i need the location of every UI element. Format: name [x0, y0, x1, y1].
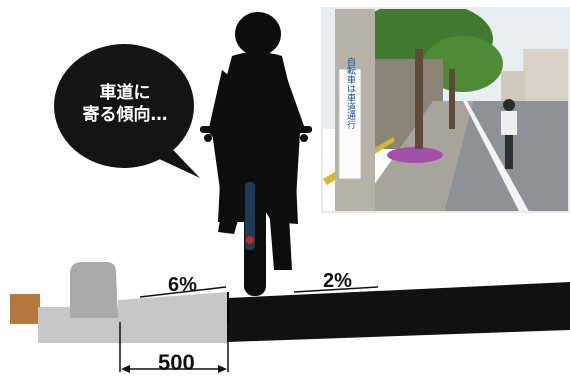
ground-soil: [10, 294, 40, 324]
road-asphalt: [228, 282, 570, 342]
speech-bubble-line-2: 寄る傾向…: [82, 105, 168, 125]
speech-bubble: [54, 44, 200, 178]
speech-bubble-line-1: 車道に: [99, 83, 151, 103]
sidewalk-slope-label: 6%: [168, 274, 197, 296]
bike-reflector: [246, 236, 254, 244]
dimension-arrow-left: [121, 365, 130, 373]
street-photo: 自転車は車道通行: [321, 7, 570, 213]
cyclist-silhouette: [200, 12, 312, 296]
sidewalk-slope-line: [139, 286, 227, 298]
gutter-width-label: 500: [158, 350, 195, 375]
road-slope-line: [293, 286, 379, 293]
curb-block: [70, 262, 118, 318]
sidewalk-slab: [38, 292, 228, 343]
pole-sign-text: 自転車は車道通行: [345, 56, 356, 130]
dimension-arrow-right: [218, 365, 227, 373]
speech-bubble-text: 車道に 寄る傾向…: [70, 82, 180, 126]
road-slope-label: 2%: [323, 270, 352, 292]
bike-fork-highlight: [245, 182, 255, 250]
street-photo-drawing: 自転車は車道通行: [323, 9, 568, 211]
